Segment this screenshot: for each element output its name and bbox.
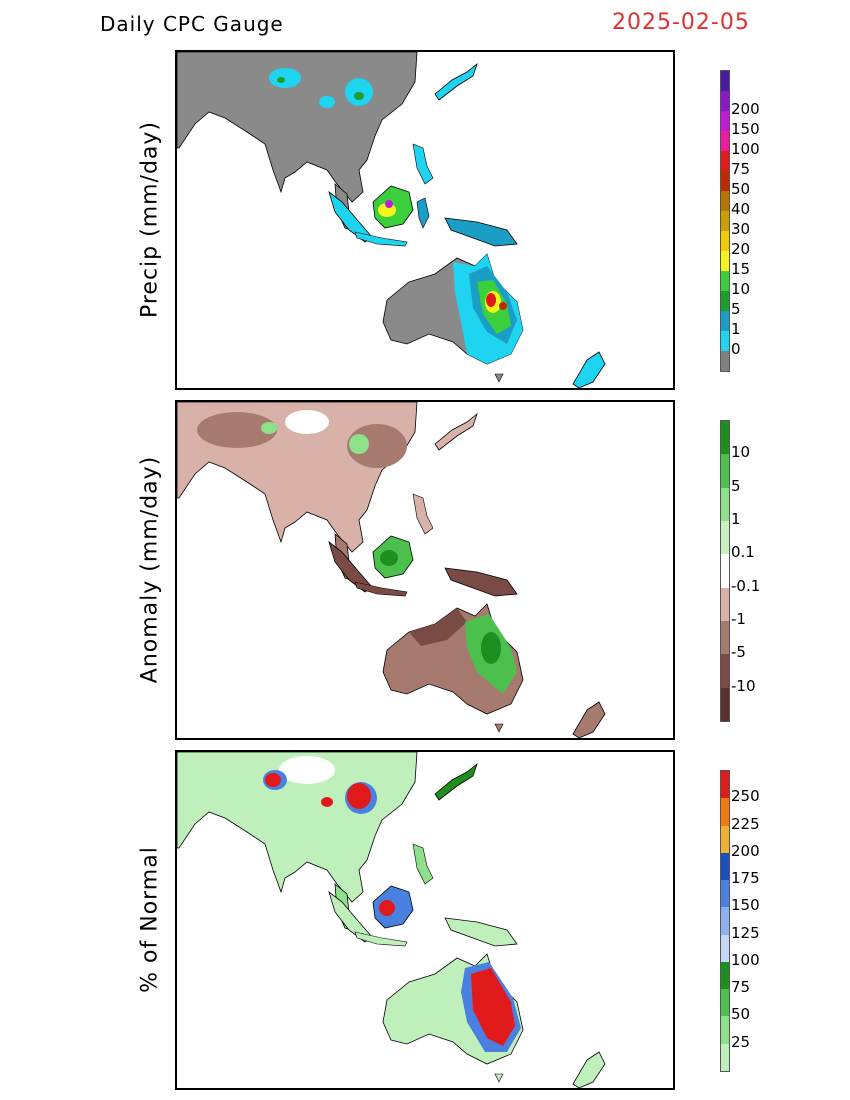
precip-colorbar-swatch: [721, 211, 729, 231]
anomaly-map: [177, 402, 606, 738]
map-title: Daily CPC Gauge: [100, 12, 284, 36]
percent-map-panel: [175, 750, 675, 1090]
percent-colorbar-label: 100: [731, 950, 760, 969]
anomaly-colorbar-label: 10: [731, 443, 751, 462]
percent-colorbar-swatch: [721, 1043, 729, 1071]
percent-colorbar-label: 125: [731, 923, 760, 942]
precip-colorbar-label: 40: [731, 200, 751, 218]
percent-colorbar-swatch: [721, 934, 729, 962]
percent-colorbar-swatch: [721, 798, 729, 826]
anomaly-colorbar-label: 1: [731, 510, 741, 528]
percent-colorbar-label: 200: [731, 841, 760, 860]
precip-colorbar-swatch: [721, 291, 729, 311]
percent-colorbar-swatch: [721, 961, 729, 990]
anomaly-colorbar-label: -0.1: [731, 576, 761, 595]
anomaly-colorbar-swatch: [721, 554, 729, 588]
anomaly-colorbar-label: -5: [731, 643, 746, 662]
percent-colorbar-swatch: [721, 880, 729, 908]
percent-map: [177, 752, 606, 1088]
percent-colorbar-label: 150: [731, 896, 760, 915]
precip-colorbar-swatch: [721, 151, 729, 171]
precip-colorbar-label: 200: [731, 100, 760, 118]
precip-axis-label: Precip (mm/day): [137, 120, 163, 319]
anomaly-colorbar-swatch: [721, 421, 729, 455]
percent-colorbar-swatch: [721, 989, 729, 1017]
percent-colorbar-label: 225: [731, 814, 760, 833]
precip-colorbar-label: 30: [731, 220, 751, 238]
percent-colorbar-label: 175: [731, 869, 760, 888]
anomaly-colorbar-swatch: [721, 654, 729, 688]
percent-colorbar-swatch: [721, 771, 729, 799]
precip-colorbar-label: 1: [731, 320, 741, 338]
map-date: 2025-02-05: [612, 10, 750, 35]
precip-colorbar-swatch: [721, 111, 729, 131]
precip-colorbar-label: 10: [731, 280, 751, 298]
anomaly-colorbar-label: 5: [731, 476, 741, 495]
anomaly-colorbar: [720, 420, 730, 722]
percent-colorbar-label: 75: [731, 978, 751, 997]
anomaly-colorbar-label: -1: [731, 610, 746, 628]
anomaly-colorbar-swatch: [721, 520, 729, 555]
precip-colorbar-label: 5: [731, 300, 741, 318]
precip-colorbar-swatch: [721, 91, 729, 111]
precip-colorbar-swatch: [721, 251, 729, 271]
anomaly-map-panel: [175, 400, 675, 740]
precip-colorbar-label: 20: [731, 240, 751, 258]
precip-colorbar-swatch: [721, 71, 729, 91]
precip-colorbar-label: 0: [731, 340, 741, 358]
anomaly-colorbar-swatch: [721, 620, 729, 655]
precip-colorbar-swatch: [721, 351, 729, 371]
percent-colorbar-swatch: [721, 825, 729, 853]
precip-colorbar-label: 75: [731, 160, 751, 178]
anomaly-colorbar-label: 0.1: [731, 543, 755, 562]
precip-map-panel: [175, 50, 675, 390]
anomaly-colorbar-swatch: [721, 454, 729, 488]
anomaly-colorbar-label: -10: [731, 676, 756, 695]
anomaly-colorbar-swatch: [721, 487, 729, 521]
precip-colorbar-swatch: [721, 131, 729, 151]
precip-colorbar-swatch: [721, 271, 729, 291]
anomaly-colorbar-swatch: [721, 587, 729, 621]
percent-colorbar-label: 250: [731, 787, 760, 806]
precip-colorbar-label: 150: [731, 120, 760, 138]
precip-colorbar-swatch: [721, 171, 729, 191]
anomaly-axis-label: Anomaly (mm/day): [137, 455, 163, 684]
precip-map: [177, 52, 606, 388]
precip-colorbar-label: 50: [731, 180, 751, 198]
percent-colorbar-swatch: [721, 852, 729, 881]
percent-axis-label: % of Normal: [137, 846, 163, 993]
precip-colorbar: [720, 70, 730, 372]
percent-colorbar-label: 25: [731, 1032, 751, 1051]
anomaly-colorbar-swatch: [721, 687, 729, 721]
percent-colorbar-swatch: [721, 1016, 729, 1044]
precip-colorbar-label: 100: [731, 140, 760, 158]
percent-colorbar-swatch: [721, 907, 729, 935]
precip-colorbar-swatch: [721, 231, 729, 251]
precip-colorbar-swatch: [721, 311, 729, 331]
precip-colorbar-swatch: [721, 191, 729, 211]
precip-colorbar-swatch: [721, 331, 729, 351]
percent-colorbar-label: 50: [731, 1005, 751, 1024]
percent-colorbar: [720, 770, 730, 1072]
precip-colorbar-label: 15: [731, 260, 751, 278]
